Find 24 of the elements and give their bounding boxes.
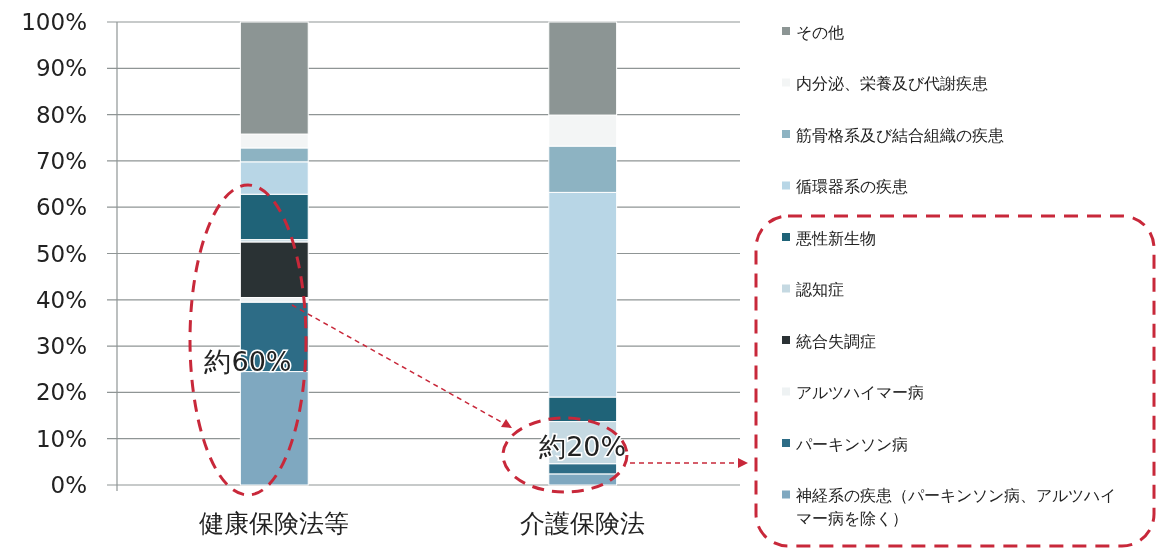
y-tick-label: 80%	[35, 101, 87, 128]
y-tick-label: 70%	[35, 147, 87, 174]
y-tick-label: 0%	[50, 472, 87, 499]
legend-label: 統合失調症	[796, 331, 876, 351]
x-tick-label: 健康保険法等	[199, 509, 350, 538]
legend-label: 認知症	[796, 280, 844, 300]
legend-label: アルツハイマー病	[796, 383, 924, 403]
annotation: 約20%	[539, 431, 627, 463]
legend-label: その他	[796, 22, 844, 42]
x-tick-label: 介護保険法	[520, 509, 646, 538]
y-tick-label: 100%	[21, 9, 87, 36]
legend-label: 神経系の疾患（パーキンソン病、アルツハイマー病を除く）	[796, 486, 1116, 528]
y-tick-label: 30%	[35, 333, 87, 360]
y-tick-label: 20%	[35, 379, 87, 406]
legend-label: 筋骨格系及び結合組織の疾患	[796, 125, 1004, 145]
y-tick-label: 10%	[35, 425, 87, 452]
y-tick-label: 40%	[35, 286, 87, 313]
y-tick-label: 90%	[35, 55, 87, 82]
legend-label: 循環器系の疾患	[796, 177, 908, 197]
legend-label: 悪性新生物	[795, 228, 876, 248]
legend-label: パーキンソン病	[795, 434, 908, 454]
y-tick-label: 50%	[35, 240, 87, 267]
legend-label: 内分泌、栄養及び代謝疾患	[796, 74, 988, 94]
y-tick-label: 60%	[35, 194, 87, 221]
